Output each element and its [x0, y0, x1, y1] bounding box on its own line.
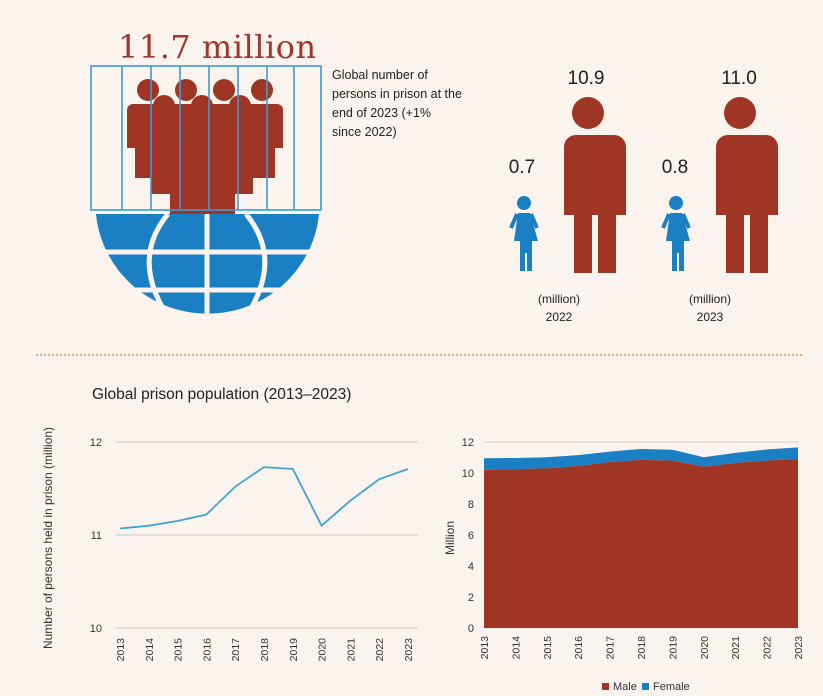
- y-tick-label: 6: [468, 530, 474, 542]
- chart-section-title: Global prison population (2013–2023): [92, 386, 352, 403]
- y-tick-label: 11: [91, 530, 102, 542]
- headline-total: 11.7 million: [118, 28, 317, 66]
- legend-swatch-female: [642, 683, 649, 690]
- x-tick-label: 2023: [793, 636, 805, 660]
- male-2023-value: 11.0: [721, 68, 757, 89]
- y-axis-label: Million: [443, 521, 457, 555]
- x-tick-label: 2019: [667, 636, 679, 660]
- x-tick-label: 2015: [173, 638, 185, 662]
- x-tick-label: 2020: [699, 636, 711, 660]
- area-chart: 0 2 4 6 8 10 12 2013 2014 2015 2016 2017 2018 2019 202…: [443, 437, 805, 693]
- x-tick-label: 2019: [288, 638, 300, 662]
- prisoner-group-icon: [127, 79, 283, 234]
- prison-bars: [90, 65, 322, 211]
- x-tick-label: 2016: [201, 638, 213, 662]
- x-tick-label: 2018: [259, 638, 271, 662]
- x-tick-label: 2022: [762, 636, 774, 660]
- male-icon-2023: [714, 97, 778, 273]
- x-tick-label: 2013: [115, 638, 127, 662]
- y-tick-label: 10: [90, 623, 102, 635]
- y-tick-label: 12: [462, 437, 474, 449]
- unit-2023: (million): [689, 292, 731, 306]
- prison-globe-illustration: [88, 65, 328, 330]
- x-tick-label: 2017: [605, 636, 617, 660]
- x-tick-label: 2021: [730, 636, 742, 660]
- female-2023-value: 0.8: [661, 157, 689, 178]
- line-chart: 10 11 12 2013 2014 2015 2016 2017 2018 2019 2020 20…: [41, 427, 418, 662]
- legend-label-female: Female: [653, 681, 690, 693]
- description-text: Global number of persons in prison at th…: [332, 68, 462, 139]
- x-tick-label: 2018: [636, 636, 648, 660]
- series-line: [119, 466, 409, 530]
- year-2023: 2023: [696, 310, 724, 324]
- male-2022-value: 10.9: [567, 68, 605, 89]
- male-icon: [562, 97, 626, 273]
- y-tick-label: 2: [468, 592, 474, 604]
- female-2022-value: 0.7: [508, 157, 536, 178]
- y-tick-label: 10: [462, 468, 474, 480]
- area-male: [484, 459, 798, 628]
- year-2022: 2022: [545, 310, 573, 324]
- area-female: [484, 447, 798, 470]
- female-icon-2023: [661, 194, 692, 273]
- y-tick-label: 4: [468, 561, 474, 573]
- x-tick-label: 2021: [345, 638, 357, 662]
- y-axis-label: Number of persons held in prison (millio…: [41, 427, 55, 649]
- x-tick-label: 2014: [510, 636, 522, 660]
- x-tick-label: 2023: [403, 638, 415, 662]
- gender-figures: [509, 97, 778, 273]
- female-icon: [509, 196, 539, 271]
- x-tick-label: 2015: [542, 636, 554, 660]
- y-tick-label: 0: [468, 623, 474, 635]
- x-tick-label: 2016: [573, 636, 585, 660]
- unit-2022: (million): [538, 292, 580, 306]
- legend-label-male: Male: [613, 681, 637, 693]
- x-tick-label: 2014: [144, 638, 156, 662]
- x-tick-label: 2013: [479, 636, 491, 660]
- y-tick-label: 8: [468, 499, 474, 511]
- section-divider: [36, 354, 802, 356]
- legend-swatch-male: [602, 683, 609, 690]
- x-tick-label: 2020: [317, 638, 329, 662]
- x-tick-label: 2022: [374, 638, 386, 662]
- y-tick-label: 12: [90, 437, 102, 449]
- x-tick-label: 2017: [230, 638, 242, 662]
